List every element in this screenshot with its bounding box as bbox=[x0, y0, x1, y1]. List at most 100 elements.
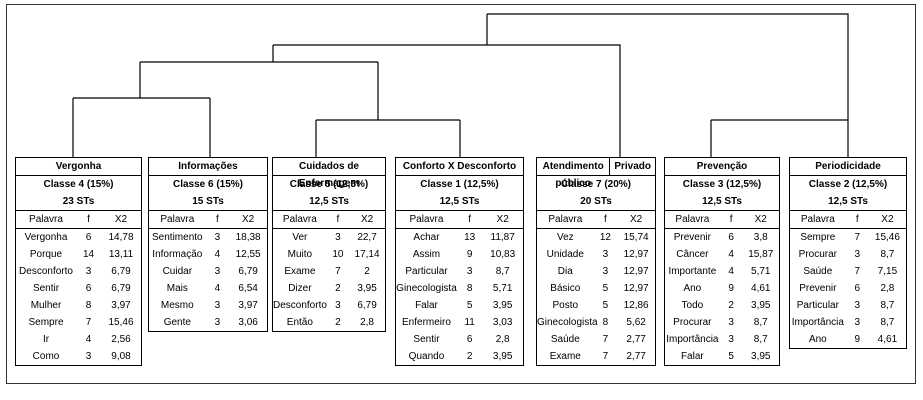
cell: 3 bbox=[214, 266, 221, 277]
class-box: Informações Classe 6 (15%) 15 STs Palavra f X… bbox=[148, 157, 268, 332]
table-row: Saúde 7 7,15 bbox=[790, 263, 906, 280]
cell: 2,8 bbox=[360, 317, 374, 328]
table-row: Sentir 6 6,79 bbox=[16, 280, 141, 297]
table-row: Básico 5 12,97 bbox=[537, 280, 655, 297]
table-row: Exame 7 2 bbox=[273, 263, 385, 280]
class-label: Classe 1 (12,5%) bbox=[420, 179, 499, 190]
cell: 3 bbox=[214, 232, 221, 243]
cell: Desconforto bbox=[19, 266, 73, 277]
header-cell: X2 bbox=[754, 214, 767, 225]
cell: 2,8 bbox=[880, 283, 895, 294]
table-row: Mulher 8 3,97 bbox=[16, 297, 141, 314]
class-box: Vergonha Classe 4 (15%) 23 STs Palavra f X2 Ve… bbox=[15, 157, 142, 366]
header-row: Palavra f X2 bbox=[790, 211, 906, 229]
cell: 3,95 bbox=[492, 351, 513, 362]
cell: 3,8 bbox=[753, 232, 768, 243]
class-box: Periodicidade Classe 2 (12,5%) 12,5 STs Pal… bbox=[789, 157, 907, 349]
cell: 12,97 bbox=[623, 266, 649, 277]
cell: 3 bbox=[602, 249, 609, 260]
cell: 3,95 bbox=[751, 300, 771, 311]
cell: 11,87 bbox=[490, 232, 515, 243]
cell: 6,79 bbox=[111, 283, 131, 294]
cell: 5 bbox=[602, 283, 609, 294]
class-box: Conforto X Desconforto Classe 1 (12,5%) 12… bbox=[395, 157, 524, 366]
table-row: Ver 3 22,7 bbox=[273, 229, 385, 246]
cell: 6 bbox=[85, 232, 92, 243]
cell: 2 bbox=[364, 266, 370, 277]
table-row: Procurar 3 8,7 bbox=[790, 246, 906, 263]
table-row: Posto 5 12,86 bbox=[537, 297, 655, 314]
sts-label: 12,5 STs bbox=[396, 193, 523, 211]
table-row: Procurar 3 8,7 bbox=[665, 314, 779, 331]
cell: 2,77 bbox=[626, 351, 646, 362]
table-row: Sempre 7 15,46 bbox=[16, 314, 141, 331]
cell: 3,95 bbox=[357, 283, 377, 294]
table-row: Exame 7 2,77 bbox=[537, 348, 655, 365]
cell: 3,97 bbox=[111, 300, 131, 311]
cell: 7 bbox=[602, 351, 609, 362]
cell: 6 bbox=[466, 334, 473, 345]
cell: 7 bbox=[602, 334, 609, 345]
cell: Importante bbox=[668, 266, 717, 277]
table-row: Muito 10 17,14 bbox=[273, 246, 385, 263]
box-title: Vergonha bbox=[16, 158, 141, 176]
table-row: Gente 3 3,06 bbox=[149, 314, 267, 331]
cell: Todo bbox=[681, 300, 704, 311]
cell: Achar bbox=[413, 232, 440, 243]
cell: Assim bbox=[412, 249, 441, 260]
class-label: Classe 5 (12,5%) bbox=[289, 179, 369, 190]
cell: 3,95 bbox=[492, 300, 513, 311]
cell: 4,61 bbox=[877, 334, 898, 345]
cell: Dizer bbox=[288, 283, 312, 294]
sts-label: 12,5 STs bbox=[790, 193, 906, 211]
class-box: Prevenção Classe 3 (12,5%) 12,5 STs Palavra… bbox=[664, 157, 780, 366]
cell: Mulher bbox=[30, 300, 62, 311]
cell: Sempre bbox=[800, 232, 836, 243]
table-row: Vez 12 15,74 bbox=[537, 229, 655, 246]
table-row: Falar 5 3,95 bbox=[665, 348, 779, 365]
cell: Falar bbox=[680, 351, 704, 362]
cell: 9 bbox=[728, 283, 734, 294]
table-row: Mesmo 3 3,97 bbox=[149, 297, 267, 314]
header-cell: f bbox=[604, 214, 607, 225]
cell: Falar bbox=[415, 300, 438, 311]
cell: Exame bbox=[549, 351, 581, 362]
cell: 15,74 bbox=[623, 232, 649, 243]
table-row: Ano 9 4,61 bbox=[790, 331, 906, 348]
table-row: Prevenir 6 3,8 bbox=[665, 229, 779, 246]
table-row: Falar 5 3,95 bbox=[396, 297, 523, 314]
cell: Importância bbox=[666, 334, 719, 345]
cell: 3 bbox=[335, 300, 341, 311]
box-title: Conforto X Desconforto bbox=[396, 158, 523, 176]
table-row: Importância 3 8,7 bbox=[665, 331, 779, 348]
cell: 8 bbox=[602, 317, 609, 328]
cell: 2,77 bbox=[626, 334, 646, 345]
cell: 3,06 bbox=[238, 317, 258, 328]
sts-label: 23 STs bbox=[16, 193, 141, 211]
class-label: Classe 2 (12,5%) bbox=[808, 179, 888, 190]
cell: 5 bbox=[602, 300, 609, 311]
cell: 22,7 bbox=[357, 232, 377, 243]
cell: 4 bbox=[214, 249, 221, 260]
cell: 13,11 bbox=[108, 249, 134, 260]
cell: 2 bbox=[335, 283, 341, 294]
cell: 7 bbox=[854, 232, 861, 243]
cell: 10 bbox=[332, 249, 344, 260]
cell: 8 bbox=[85, 300, 92, 311]
cell: 3,03 bbox=[492, 317, 513, 328]
cell: 5,71 bbox=[492, 283, 513, 294]
table-row: Importante 4 5,71 bbox=[665, 263, 779, 280]
cell: Como bbox=[32, 351, 60, 362]
cell: 5,62 bbox=[626, 317, 646, 328]
table-row: Como 3 9,08 bbox=[16, 348, 141, 365]
frame bbox=[6, 4, 916, 384]
cell: 7,15 bbox=[877, 266, 898, 277]
cell: 8,7 bbox=[880, 317, 895, 328]
cell: Câncer bbox=[676, 249, 709, 260]
cell: Enfermeiro bbox=[402, 317, 451, 328]
cell: 8 bbox=[466, 283, 473, 294]
cell: Exame bbox=[284, 266, 316, 277]
table-row: Desconforto 3 6,79 bbox=[16, 263, 141, 280]
cell: Muito bbox=[287, 249, 313, 260]
